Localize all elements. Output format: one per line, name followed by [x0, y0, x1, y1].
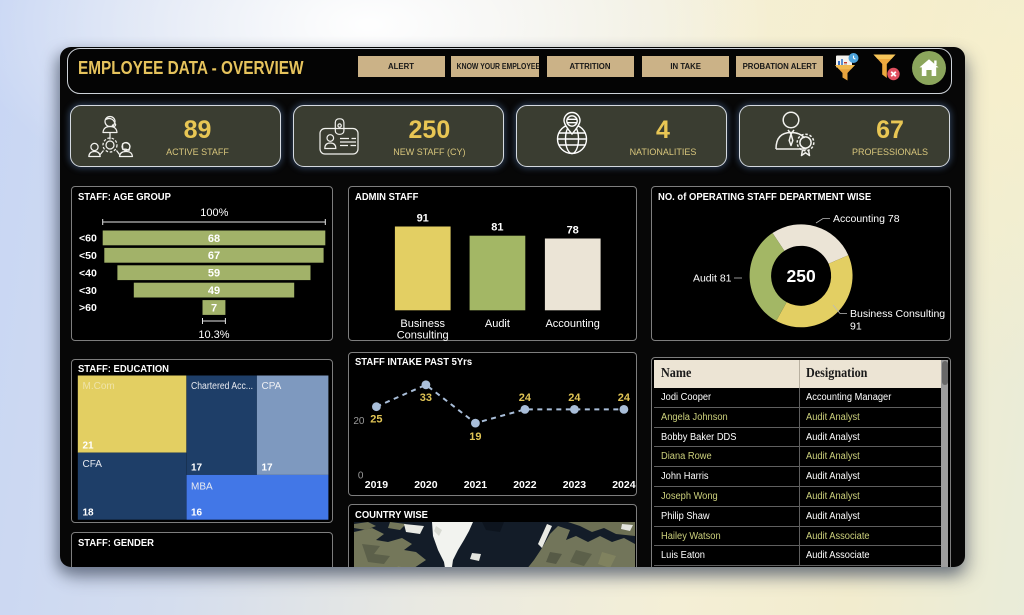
- svg-text:2019: 2019: [365, 480, 388, 491]
- svg-text:2022: 2022: [514, 480, 537, 491]
- svg-text:Audit 81: Audit 81: [693, 273, 732, 285]
- svg-text:20: 20: [354, 416, 366, 427]
- svg-text:CPA: CPA: [262, 381, 282, 392]
- svg-text:17: 17: [191, 462, 203, 473]
- svg-text:25: 25: [371, 413, 383, 425]
- svg-text:24: 24: [618, 392, 631, 404]
- svg-text:2021: 2021: [464, 480, 487, 491]
- svg-text:17: 17: [262, 462, 274, 473]
- svg-text:<50: <50: [79, 250, 97, 262]
- svg-text:2023: 2023: [563, 480, 586, 491]
- svg-text:<30: <30: [79, 285, 97, 297]
- svg-text:CFA: CFA: [83, 459, 103, 470]
- svg-text:0: 0: [358, 471, 364, 482]
- svg-text:91: 91: [417, 213, 429, 225]
- svg-text:59: 59: [208, 268, 220, 280]
- svg-text:Audit: Audit: [485, 318, 510, 330]
- svg-text:24: 24: [569, 392, 582, 404]
- svg-text:2024: 2024: [613, 480, 636, 491]
- svg-text:49: 49: [208, 285, 220, 297]
- svg-text:16: 16: [191, 507, 203, 518]
- svg-text:7: 7: [211, 303, 217, 315]
- svg-text:91: 91: [850, 321, 862, 333]
- svg-text:<60: <60: [79, 233, 97, 245]
- svg-text:67: 67: [208, 251, 220, 263]
- svg-text:81: 81: [492, 222, 504, 234]
- svg-text:19: 19: [470, 431, 482, 443]
- svg-text:21: 21: [83, 440, 95, 451]
- svg-text:Chartered Acc...: Chartered Acc...: [191, 381, 253, 392]
- svg-text:Accounting 78: Accounting 78: [833, 213, 900, 225]
- svg-text:M.Com: M.Com: [83, 381, 115, 392]
- svg-text:<40: <40: [79, 268, 97, 280]
- svg-text:Business: Business: [401, 318, 446, 330]
- svg-text:2020: 2020: [415, 480, 438, 491]
- svg-text:78: 78: [567, 225, 579, 237]
- svg-text:>60: >60: [79, 303, 97, 315]
- svg-text:Business Consulting: Business Consulting: [850, 308, 945, 320]
- svg-text:10.3%: 10.3%: [199, 329, 230, 341]
- svg-text:Consulting: Consulting: [397, 330, 449, 342]
- svg-text:18: 18: [83, 507, 95, 518]
- svg-text:68: 68: [208, 233, 220, 245]
- svg-text:Accounting: Accounting: [546, 318, 600, 330]
- svg-text:24: 24: [519, 392, 532, 404]
- svg-text:MBA: MBA: [191, 481, 213, 492]
- svg-text:33: 33: [420, 392, 432, 404]
- svg-text:250: 250: [786, 266, 815, 286]
